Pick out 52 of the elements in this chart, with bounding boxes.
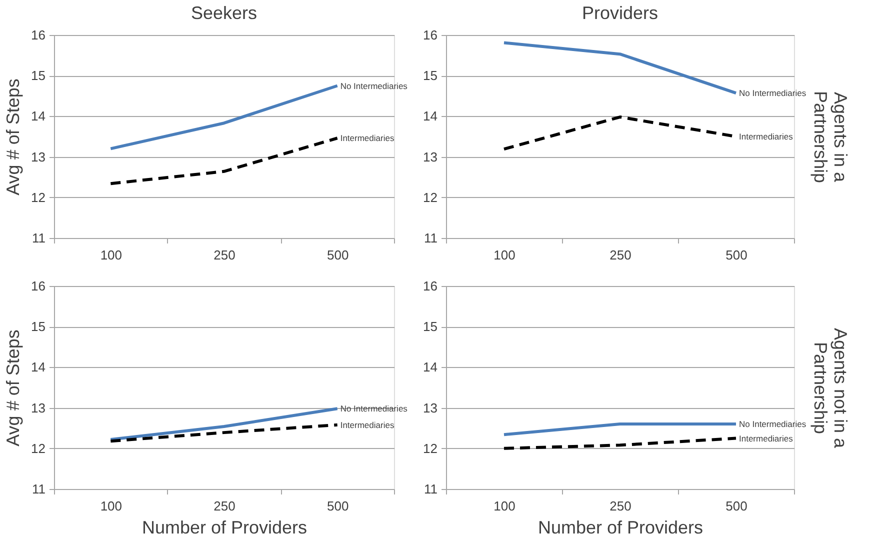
- x-tick-label: 100: [100, 248, 122, 262]
- x-tick-label: 250: [214, 248, 236, 262]
- y-axis-title: Avg # of Steps: [3, 78, 24, 196]
- y-tick-label: 12: [31, 190, 46, 205]
- x-axis-title: Number of Providers: [538, 518, 704, 538]
- x-tick-label: 250: [610, 498, 632, 514]
- series-label: No Intermediaries: [340, 404, 408, 414]
- y-tick-label: 11: [32, 230, 46, 246]
- series-label: No Intermediaries: [739, 88, 806, 98]
- y-tick-label: 12: [31, 440, 46, 456]
- chart-title: Seekers: [190, 3, 258, 23]
- y-tick-label: 13: [31, 400, 46, 416]
- series-label: Intermediaries: [340, 133, 394, 144]
- y-tick-label: 12: [423, 190, 438, 205]
- y-tick-label: 12: [423, 440, 438, 456]
- x-tick-label: 500: [326, 498, 349, 514]
- series-label: No Intermediaries: [739, 419, 806, 430]
- x-tick-label: 100: [494, 248, 516, 262]
- x-tick-label: 250: [214, 498, 236, 514]
- x-tick-label: 500: [326, 248, 349, 262]
- y-tick-label: 16: [423, 278, 438, 294]
- x-tick-label: 500: [726, 498, 748, 514]
- y-tick-label: 14: [31, 108, 46, 124]
- y-tick-label: 11: [424, 482, 438, 496]
- y-tick-label: 16: [423, 28, 438, 42]
- x-tick-label: 250: [610, 248, 632, 262]
- y-tick-label: 13: [423, 149, 438, 164]
- y-tick-label: 15: [423, 68, 438, 84]
- x-axis-title: Number of Providers: [142, 518, 308, 538]
- y-tick-label: 11: [32, 482, 46, 496]
- y-tick-label: 15: [423, 319, 438, 334]
- y-tick-label: 16: [31, 28, 46, 42]
- y-tick-label: 11: [424, 230, 438, 246]
- y-tick-label: 14: [423, 108, 438, 124]
- series-label: Intermediaries: [739, 433, 793, 444]
- y-tick-label: 14: [31, 360, 46, 375]
- series-label: Intermediaries: [340, 420, 394, 430]
- y-tick-label: 13: [423, 400, 438, 416]
- y2-axis-title: Agents not in a Partnership: [810, 328, 850, 450]
- y-tick-label: 14: [423, 360, 438, 375]
- y-tick-label: 15: [31, 68, 46, 84]
- y-tick-label: 13: [31, 149, 46, 164]
- x-tick-label: 500: [726, 248, 748, 262]
- series-label: No Intermediaries: [340, 80, 408, 91]
- x-tick-label: 100: [100, 498, 122, 514]
- y2-axis-title: Agents in a Partnership: [810, 90, 850, 184]
- y-tick-label: 16: [31, 278, 46, 294]
- x-tick-label: 100: [494, 498, 516, 514]
- series-label: Intermediaries: [739, 132, 793, 142]
- chart-title: Providers: [582, 3, 658, 23]
- y-axis-title: Avg # of Steps: [3, 330, 24, 446]
- y-tick-label: 15: [31, 319, 46, 334]
